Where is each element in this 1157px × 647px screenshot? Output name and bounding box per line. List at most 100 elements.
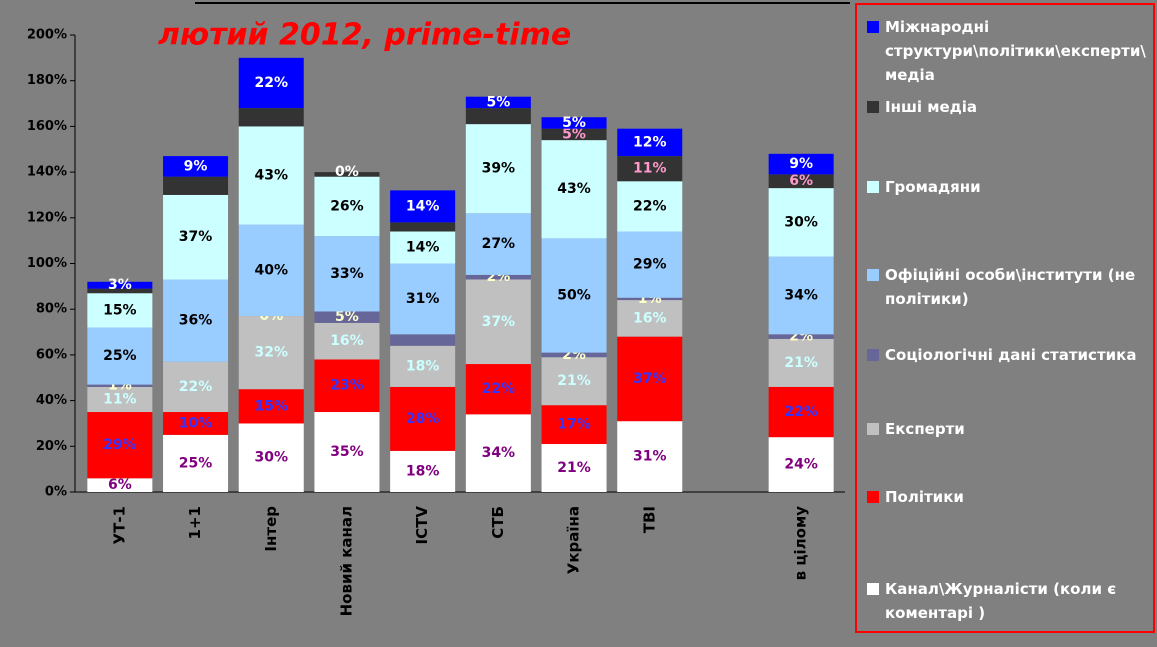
legend-entry: Експерти (867, 417, 1153, 441)
bar-segment (768, 334, 834, 339)
bar-segment (541, 128, 607, 141)
x-tick-label: Новий канал (337, 506, 355, 616)
data-label: 9% (789, 156, 813, 172)
legend-swatch (867, 269, 879, 281)
data-label: 22% (179, 379, 213, 395)
legend-entry: Канал\Журналісти (коли є коментарі ) (867, 577, 1153, 625)
legend-swatch (867, 101, 879, 113)
bar-segment (87, 384, 153, 387)
legend-entry: Соціологічні дані статистика (867, 343, 1153, 367)
data-label: 22% (633, 198, 667, 214)
bar-segment (390, 334, 456, 346)
bar-segment (87, 293, 153, 328)
legend-entry: Інші медіа (867, 95, 1153, 119)
bar-segment (465, 124, 531, 214)
bar-segment (541, 444, 607, 492)
data-label: 27% (482, 236, 516, 252)
bar-segment (163, 434, 229, 492)
bar-segment (541, 238, 607, 353)
x-tick-label: 1+1 (186, 506, 204, 539)
data-label: 5% (335, 309, 359, 325)
bar-segment (617, 181, 683, 232)
data-label: 43% (557, 181, 591, 197)
data-label: 11% (103, 391, 137, 407)
data-label: 11% (633, 161, 667, 177)
bar-segment (87, 288, 153, 294)
bar-segment (465, 364, 531, 415)
data-label: 30% (784, 214, 818, 230)
y-tick-label: 160% (27, 119, 67, 134)
bar-segment (768, 338, 834, 387)
data-label: 14% (406, 240, 440, 256)
bar-segment (617, 156, 683, 182)
bar-segment (163, 156, 229, 177)
data-label: 35% (330, 444, 364, 460)
x-tick-label: Україна (565, 506, 583, 574)
bar-segment (465, 274, 531, 280)
bar-segment (541, 357, 607, 406)
bar-segment (617, 297, 683, 301)
legend-label: Громадяни (885, 178, 981, 196)
bar-segment (238, 126, 304, 225)
bar-segment (314, 322, 380, 360)
data-label: 29% (103, 437, 137, 453)
bar-segment (163, 194, 229, 280)
bar-segment (238, 423, 304, 492)
bar-segment (390, 386, 456, 451)
bar-segment (617, 336, 683, 422)
bar-segment (87, 386, 153, 413)
data-label: 29% (633, 257, 667, 273)
data-label: 12% (633, 134, 667, 150)
data-label: 5% (486, 94, 510, 110)
data-label: 0% (335, 164, 359, 180)
y-tick-label: 200% (27, 28, 67, 43)
data-label: 30% (254, 450, 288, 466)
bar-segment (465, 108, 531, 125)
data-label: 37% (482, 314, 516, 330)
legend-label: Політики (885, 488, 964, 506)
legend-label: Соціологічні дані статистика (885, 346, 1137, 364)
data-label: 21% (557, 373, 591, 389)
bar-segment (238, 108, 304, 127)
legend-entry: Міжнародні структури\політики\експерти\м… (867, 15, 1153, 87)
data-label: 23% (330, 378, 364, 394)
bar-segment (541, 117, 607, 129)
bar-segment (238, 57, 304, 109)
x-tick-label: УТ-1 (110, 506, 128, 544)
data-label: 40% (254, 262, 288, 278)
bar-segment (768, 174, 834, 189)
data-label: 3% (108, 277, 132, 293)
bar-segment (390, 263, 456, 335)
bar-segment (238, 389, 304, 424)
legend-swatch (867, 349, 879, 361)
legend: Канал\Журналісти (коли є коментарі ) Полі… (855, 3, 1155, 633)
bar-segment (617, 128, 683, 157)
legend-entry: Політики (867, 485, 1153, 509)
data-label: 6% (108, 477, 132, 493)
legend-swatch (867, 423, 879, 435)
bar-segment (390, 190, 456, 223)
legend-label: Міжнародні структури\політики\експерти\м… (885, 18, 1146, 84)
data-label: 22% (482, 381, 516, 397)
data-label: 14% (406, 198, 440, 214)
bar-segment (390, 345, 456, 387)
bar-segment (768, 153, 834, 175)
bar-segment (314, 172, 380, 177)
bar-segment (314, 359, 380, 413)
data-label: 5% (562, 115, 586, 131)
chart-title: лютий 2012, prime-time (158, 18, 571, 53)
bar-segment (465, 96, 531, 109)
bar-segment (768, 256, 834, 335)
data-label: 9% (184, 158, 208, 174)
bar-segment (465, 213, 531, 275)
data-label: 25% (179, 455, 213, 471)
data-label: 43% (254, 168, 288, 184)
bar-segment (238, 224, 304, 317)
bar-segment (768, 437, 834, 492)
bar-segment (238, 316, 304, 390)
bar-segment (314, 236, 380, 312)
bar-segment (390, 450, 456, 492)
y-tick-label: 80% (36, 302, 67, 317)
bar-segment (314, 176, 380, 237)
bar-segment (163, 412, 229, 435)
